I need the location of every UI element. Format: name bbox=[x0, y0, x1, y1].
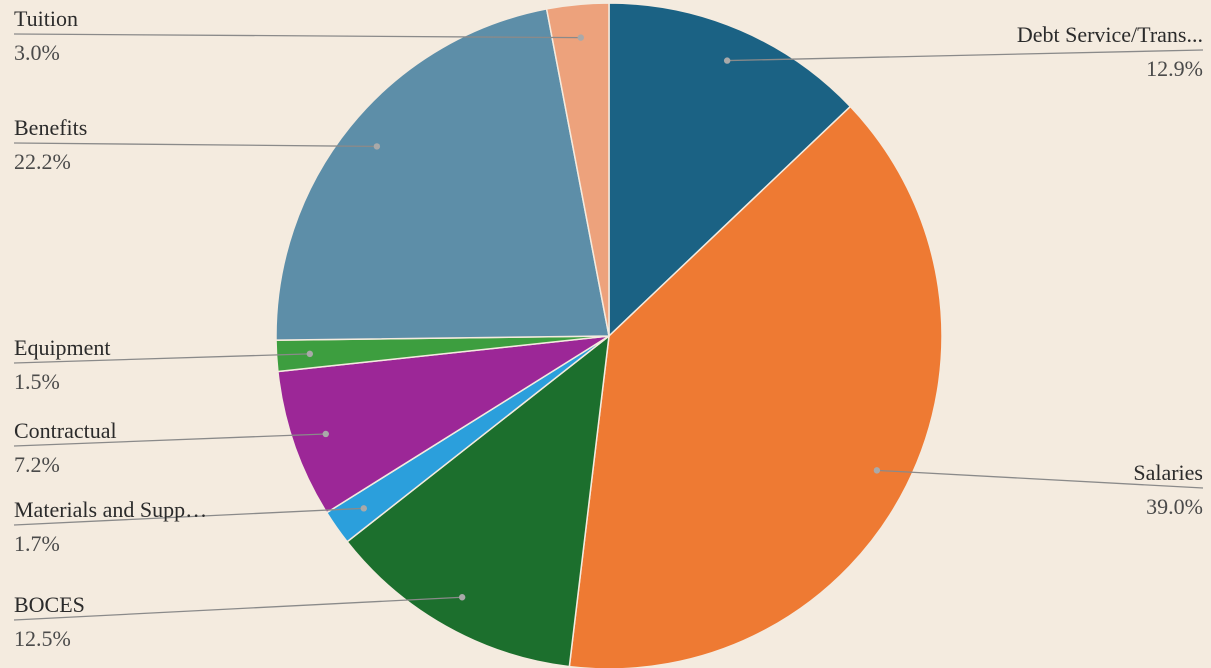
slice-label-debt-service-trans: Debt Service/Trans... bbox=[1017, 22, 1203, 47]
leader-dot-tuition bbox=[577, 34, 584, 41]
slice-percent-debt-service-trans: 12.9% bbox=[1146, 56, 1203, 81]
slice-percent-equipment: 1.5% bbox=[14, 369, 60, 394]
leader-dot-debt-service-trans bbox=[723, 57, 731, 64]
leader-line-boces bbox=[13, 596, 463, 621]
slice-label-boces: BOCES bbox=[14, 592, 85, 617]
slice-label-equipment: Equipment bbox=[14, 335, 111, 360]
leader-dot-boces bbox=[458, 594, 466, 601]
slice-label-materials-and-supp: Materials and Supp… bbox=[14, 497, 207, 522]
leader-lines bbox=[13, 33, 1204, 621]
leader-dot-salaries bbox=[873, 467, 881, 474]
pie-slices bbox=[275, 2, 943, 668]
slice-boces bbox=[346, 334, 610, 668]
slice-labels: Debt Service/Trans... 12.9% Salaries 39.0% B… bbox=[14, 6, 1203, 651]
leader-dot-contractual bbox=[322, 430, 329, 438]
slice-salaries bbox=[568, 105, 943, 668]
leader-line-contractual bbox=[13, 433, 326, 447]
slice-debt-service-trans bbox=[608, 2, 852, 338]
leader-dot-materials-and-supp bbox=[360, 505, 368, 512]
leader-line-benefits bbox=[13, 142, 377, 148]
leader-line-tuition bbox=[13, 33, 581, 39]
leader-dot-equipment bbox=[306, 350, 314, 358]
slice-label-tuition: Tuition bbox=[14, 6, 78, 31]
leader-line-debt-service-trans bbox=[727, 49, 1204, 62]
slice-label-contractual: Contractual bbox=[14, 418, 117, 443]
slice-percent-benefits: 22.2% bbox=[14, 149, 71, 174]
slice-percent-salaries: 39.0% bbox=[1146, 494, 1203, 519]
slice-benefits bbox=[275, 8, 610, 341]
slice-percent-contractual: 7.2% bbox=[14, 452, 60, 477]
leader-line-materials-and-supp bbox=[13, 507, 364, 526]
slice-label-salaries: Salaries bbox=[1133, 460, 1203, 485]
slice-contractual bbox=[277, 335, 610, 514]
slice-tuition bbox=[545, 2, 610, 337]
slice-percent-materials-and-supp: 1.7% bbox=[14, 531, 60, 556]
leader-line-salaries bbox=[876, 469, 1204, 489]
leader-line-equipment bbox=[13, 353, 310, 364]
slice-label-benefits: Benefits bbox=[14, 115, 87, 140]
leader-dot-benefits bbox=[373, 143, 381, 150]
slice-percent-boces: 12.5% bbox=[14, 626, 71, 651]
slice-percent-tuition: 3.0% bbox=[14, 40, 60, 65]
